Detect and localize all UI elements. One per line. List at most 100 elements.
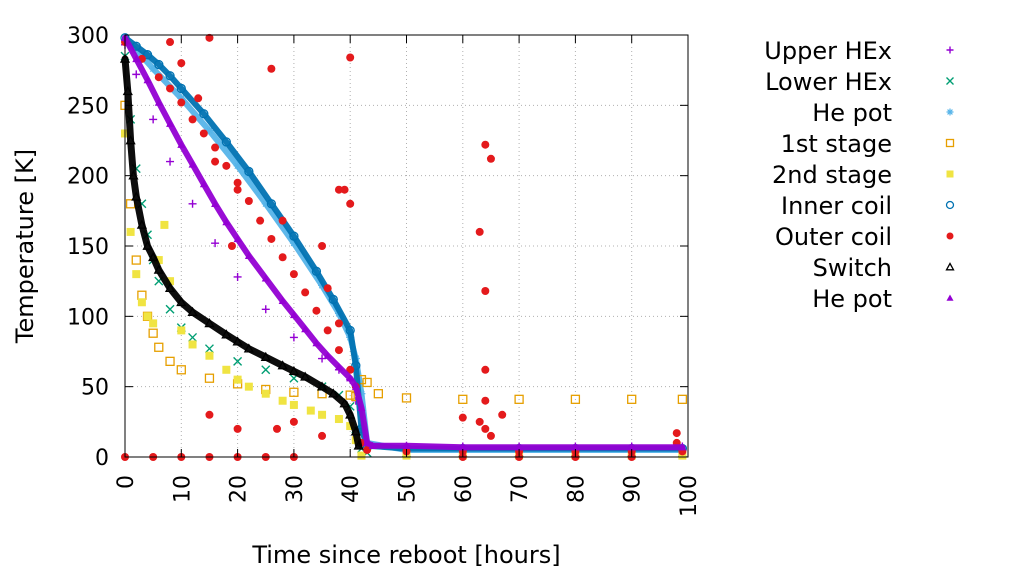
data-point [177,98,186,107]
x-axis-title: Time since reboot [hours] [251,541,560,569]
data-point [244,382,253,391]
data-point [363,445,372,454]
legend-marker [945,200,955,210]
data-point [334,346,343,355]
data-point [165,71,175,81]
data-point [136,219,147,229]
data-point [515,443,524,451]
data-point [289,333,298,342]
y-tick-label: 200 [67,165,109,190]
data-point [126,227,135,236]
data-point [125,135,136,145]
data-point [498,410,507,419]
data-point [458,394,468,404]
series-trace-he-pot-2 [122,37,686,453]
data-point [154,59,164,70]
series-he-pot-8 [121,33,687,451]
data-point [154,98,163,106]
y-axis-title: Temperature [K] [11,149,39,344]
data-point [149,115,158,124]
data-point [222,218,231,226]
data-point [177,326,186,335]
data-point [486,431,495,440]
data-point [318,431,327,440]
data-point [570,394,581,404]
data-point [323,284,332,293]
data-point [363,438,372,447]
data-point [323,326,332,335]
data-point [188,332,198,342]
y-tick-label: 250 [67,94,109,119]
data-point [312,306,321,315]
data-point [148,251,159,262]
data-point [278,396,287,405]
data-point [165,356,175,366]
data-point [350,426,361,436]
data-point [256,216,265,225]
data-point [166,84,175,93]
data-point [289,417,298,426]
data-point [277,360,288,370]
data-point [328,388,339,398]
data-point [340,185,349,194]
data-point [261,274,270,282]
data-point [166,277,175,286]
series-outer-coil-6 [121,33,687,461]
data-point [312,339,321,347]
data-point [221,329,232,339]
series-inner-coil-5 [120,33,688,454]
data-point [137,298,146,307]
legend-label: He pot [812,285,892,313]
data-point [188,340,197,349]
legend-label: Switch [813,254,892,282]
data-point [122,85,133,96]
data-point [677,394,688,404]
data-point [194,94,203,103]
data-point [261,305,270,314]
data-point [481,287,490,296]
data-point [187,306,198,316]
data-point [132,54,141,63]
data-point [514,394,524,404]
data-point [458,443,467,451]
data-point [357,389,366,398]
data-point [211,239,220,248]
legend-label: 2nd stage [772,161,892,189]
data-point [166,119,175,127]
data-point [278,216,287,225]
data-point [475,417,484,426]
data-point [132,70,141,79]
data-point [357,451,366,460]
data-point [149,319,158,328]
data-point [233,178,242,187]
data-point [346,422,355,431]
data-point [232,336,243,346]
data-point [233,375,242,384]
series-switch-7 [119,53,364,450]
data-point [328,294,338,305]
data-point [160,220,169,229]
data-point [199,109,209,119]
data-point [334,362,343,371]
series-2nd-stage-4 [121,129,687,460]
data-point [153,264,164,274]
data-point [346,53,355,62]
data-point [278,296,287,305]
data-point [222,161,231,170]
data-point [402,441,411,449]
data-point [345,325,355,336]
data-point [345,390,355,400]
data-point [289,387,299,397]
data-point [273,424,282,433]
data-point [188,160,197,168]
data-point [199,180,208,188]
data-point [346,199,355,208]
data-point [176,296,187,307]
data-point [176,83,186,94]
data-point [627,394,637,404]
data-point [672,429,681,438]
data-point [261,199,270,208]
data-point [351,382,360,390]
series-trace-inner-coil-5 [122,34,686,452]
data-point [205,410,214,419]
